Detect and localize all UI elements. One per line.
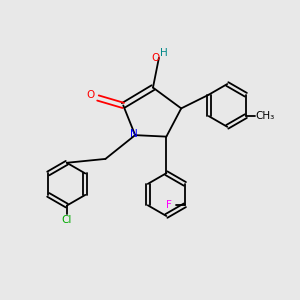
Text: H: H [160, 48, 167, 59]
Text: F: F [166, 200, 172, 210]
Text: O: O [151, 53, 160, 63]
Text: N: N [130, 129, 137, 139]
Text: CH₃: CH₃ [256, 111, 275, 121]
Text: O: O [86, 90, 95, 100]
Text: Cl: Cl [61, 215, 72, 225]
